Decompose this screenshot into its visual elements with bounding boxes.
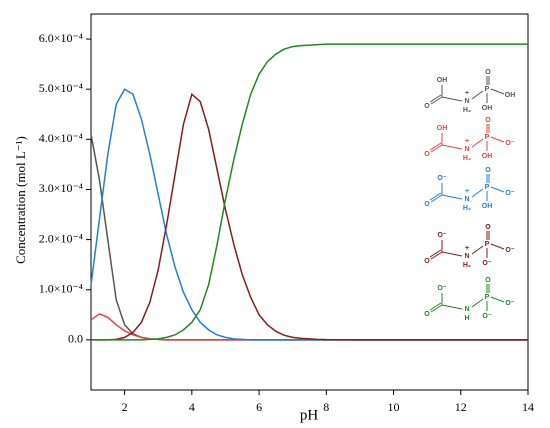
atom-label: N xyxy=(464,146,469,153)
atom-label: OH xyxy=(437,125,448,132)
x-tick-label: 8 xyxy=(323,400,329,414)
atom-label: H xyxy=(464,315,469,322)
x-tick-label: 14 xyxy=(522,400,534,414)
y-tick-label: 4.0×10⁻⁴ xyxy=(39,131,83,145)
atom-label: H₂ xyxy=(463,107,471,114)
y-axis-label: Concentration (mol L⁻¹) xyxy=(13,136,28,264)
bond xyxy=(429,142,442,151)
bond xyxy=(429,302,442,311)
atom-label: O⁻ xyxy=(482,313,491,320)
atom-label: O xyxy=(424,258,430,265)
x-tick-label: 4 xyxy=(189,400,195,414)
bond xyxy=(441,144,463,150)
atom-label: OH xyxy=(482,153,493,160)
series-line xyxy=(91,92,528,341)
atom-label: O⁻ xyxy=(437,175,446,182)
atom-label: O xyxy=(424,311,430,318)
y-tick-label: 1.0×10⁻⁴ xyxy=(39,281,83,295)
atom-label: P xyxy=(485,294,490,301)
bond xyxy=(430,304,443,313)
bond xyxy=(429,94,442,103)
series-line xyxy=(91,43,528,341)
x-tick-label: 10 xyxy=(388,400,400,414)
atom-label: O⁻ xyxy=(505,300,514,307)
atom-label: O xyxy=(485,69,491,76)
bond xyxy=(490,243,505,250)
atom-label: O⁻ xyxy=(505,140,514,147)
atom-label: OH xyxy=(505,92,516,99)
atom-label: O xyxy=(485,117,491,124)
series-line xyxy=(90,312,528,341)
atom-label: O⁻ xyxy=(505,190,514,197)
atom-label: OH xyxy=(437,77,448,84)
atom-label: + xyxy=(465,245,469,252)
bond xyxy=(471,138,484,148)
bond xyxy=(490,136,505,143)
y-tick-label: 3.0×10⁻⁴ xyxy=(39,181,83,195)
atom-label: + xyxy=(465,90,469,97)
bond xyxy=(471,298,484,308)
atom-label: P xyxy=(485,134,490,141)
series-line xyxy=(90,88,528,341)
atom-label: O⁻ xyxy=(505,247,514,254)
bond xyxy=(441,304,463,310)
atom-label: O xyxy=(485,277,491,284)
bond xyxy=(490,296,505,303)
bond xyxy=(430,144,443,153)
atom-label: H₂ xyxy=(463,155,471,162)
bond xyxy=(471,188,484,198)
atom-label: P xyxy=(485,241,490,248)
atom-label: N xyxy=(464,306,469,313)
atom-label: N xyxy=(464,253,469,260)
y-tick-label: 5.0×10⁻⁴ xyxy=(39,81,83,95)
bond xyxy=(429,192,442,201)
atom-label: O⁻ xyxy=(437,285,446,292)
y-tick-label: 6.0×10⁻⁴ xyxy=(39,31,83,45)
bond xyxy=(471,245,484,255)
x-tick-label: 6 xyxy=(256,400,262,414)
atom-label: P xyxy=(485,184,490,191)
atom-label: P xyxy=(485,86,490,93)
atom-label: OH xyxy=(482,105,493,112)
atom-label: + xyxy=(465,188,469,195)
atom-label: O⁻ xyxy=(482,260,491,267)
bond xyxy=(430,251,443,260)
atom-label: OH xyxy=(482,203,493,210)
atom-label: O xyxy=(424,103,430,110)
bond xyxy=(490,186,505,193)
atom-label: N xyxy=(464,196,469,203)
atom-label: + xyxy=(465,138,469,145)
atom-label: O⁻ xyxy=(437,232,446,239)
bond xyxy=(429,249,442,258)
x-tick-label: 12 xyxy=(455,400,467,414)
atom-label: H₂ xyxy=(463,205,471,212)
bond xyxy=(430,194,443,203)
atom-label: O xyxy=(485,224,491,231)
y-tick-label: 2.0×10⁻⁴ xyxy=(39,231,83,245)
atom-label: N xyxy=(464,98,469,105)
bond xyxy=(490,88,505,95)
plot-frame xyxy=(90,13,529,391)
atom-label: O xyxy=(424,201,430,208)
atom-label: O xyxy=(424,151,430,158)
y-tick-label: 0.0 xyxy=(68,332,83,346)
bond xyxy=(471,90,484,100)
atom-label: O xyxy=(485,167,491,174)
bond xyxy=(441,251,463,257)
atom-label: H₂ xyxy=(463,262,471,269)
bond xyxy=(441,194,463,200)
bond xyxy=(441,96,463,102)
x-axis-label: pH xyxy=(300,407,319,423)
series-line xyxy=(90,134,528,341)
bond xyxy=(430,96,443,105)
x-tick-label: 2 xyxy=(122,400,128,414)
